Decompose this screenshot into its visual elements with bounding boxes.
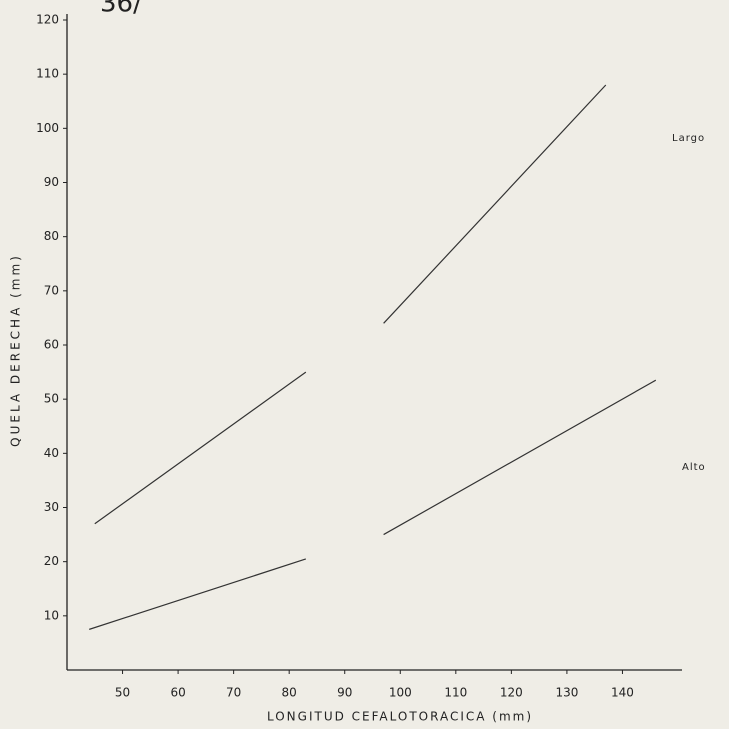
y-tick-label: 10 <box>44 608 59 622</box>
y-tick-label: 70 <box>44 283 59 297</box>
series-line <box>89 379 657 630</box>
y-tick-label: 120 <box>36 13 59 27</box>
y-tick-label: 80 <box>44 229 59 243</box>
x-tick-label: 140 <box>611 686 634 700</box>
x-tick-label: 130 <box>555 686 578 700</box>
series-label: Alto <box>682 462 706 473</box>
x-tick-label: 50 <box>115 686 130 700</box>
x-tick-label: 110 <box>444 686 467 700</box>
x-tick-label: 90 <box>337 686 352 700</box>
y-tick-label: 30 <box>44 500 59 514</box>
series-label: Largo <box>672 133 705 144</box>
y-tick-label: 60 <box>44 338 59 352</box>
x-tick-label: 60 <box>170 686 185 700</box>
y-tick-label: 110 <box>36 67 59 81</box>
x-tick-label: 100 <box>389 686 412 700</box>
y-tick-label: 20 <box>44 554 59 568</box>
x-tick-label: 120 <box>500 686 523 700</box>
x-tick-label: 80 <box>282 686 297 700</box>
x-tick-label: 70 <box>226 686 241 700</box>
y-tick-label: 40 <box>44 446 59 460</box>
y-tick-label: 100 <box>36 121 59 135</box>
x-axis-label: LONGITUD CEFALOTORACICA (mm) <box>267 710 533 724</box>
y-tick-label: 90 <box>44 175 59 189</box>
y-tick-label: 50 <box>44 392 59 406</box>
series-line <box>94 84 607 525</box>
y-axis-label: QUELA DERECHA (mm) <box>9 253 23 447</box>
chart-title: 36/ <box>100 0 142 19</box>
